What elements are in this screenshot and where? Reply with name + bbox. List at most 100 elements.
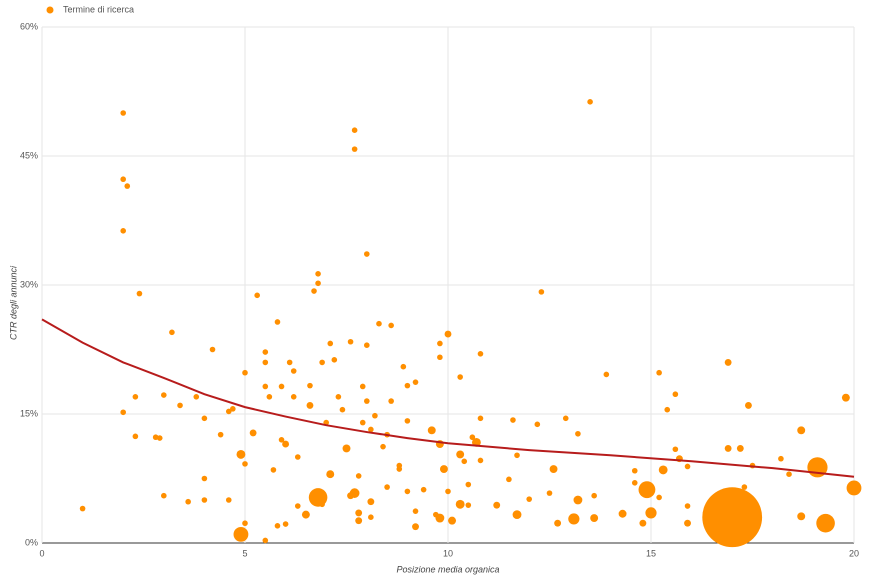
bubble xyxy=(319,501,325,508)
bubble xyxy=(201,475,208,482)
bubble xyxy=(568,513,580,525)
bubble xyxy=(457,374,463,380)
bubble xyxy=(538,289,545,295)
bubble xyxy=(307,382,313,389)
bubble xyxy=(254,292,260,299)
bubble xyxy=(448,516,457,525)
bubble xyxy=(282,521,289,527)
bubble xyxy=(437,354,443,361)
bubble xyxy=(359,419,366,426)
bubble xyxy=(355,517,363,525)
bubble xyxy=(290,368,297,374)
bubble xyxy=(120,409,126,416)
bubble xyxy=(266,394,273,400)
bubble xyxy=(355,473,362,479)
bubble xyxy=(120,176,126,183)
bubble xyxy=(270,467,277,473)
bubble xyxy=(349,488,360,498)
bubble xyxy=(404,488,411,495)
bubble xyxy=(262,383,269,390)
bubble xyxy=(177,402,183,409)
x-tick-label: 15 xyxy=(646,548,656,558)
bubble xyxy=(603,371,610,378)
bubble xyxy=(161,492,167,499)
bubble xyxy=(368,426,374,433)
bubble xyxy=(465,481,472,488)
legend-marker xyxy=(46,6,54,14)
bubble xyxy=(124,183,131,189)
bubble xyxy=(645,507,657,519)
bubble xyxy=(217,431,224,438)
bubble xyxy=(684,463,691,470)
bubble xyxy=(274,523,281,529)
bubble xyxy=(435,513,445,523)
bubble xyxy=(347,338,354,345)
bubble xyxy=(169,329,175,336)
y-tick-label: 60% xyxy=(20,21,38,31)
bubble xyxy=(319,359,325,366)
bubble xyxy=(797,512,806,521)
bubble xyxy=(554,519,562,527)
bubble xyxy=(412,523,419,531)
bubble xyxy=(327,340,334,347)
bubble xyxy=(242,369,248,376)
y-tick-label: 45% xyxy=(20,150,38,160)
trendline xyxy=(41,318,855,478)
bubble xyxy=(412,379,419,385)
x-tick-label: 5 xyxy=(242,548,247,558)
bubble xyxy=(631,480,638,486)
bubble xyxy=(161,392,167,398)
x-tick-label: 0 xyxy=(39,548,44,558)
bubble xyxy=(396,466,403,472)
bubble xyxy=(294,454,301,460)
bubble xyxy=(262,349,269,355)
bubble xyxy=(546,490,553,496)
bubble xyxy=(262,359,269,366)
bubble xyxy=(639,519,647,527)
bubble xyxy=(427,426,436,435)
bubble xyxy=(575,430,581,437)
bubble xyxy=(506,476,512,483)
bubble xyxy=(618,509,627,518)
bubble xyxy=(412,508,419,514)
bubble xyxy=(315,271,321,277)
bubble xyxy=(290,394,297,400)
bubble xyxy=(664,406,671,413)
bubble xyxy=(301,510,310,519)
bubble xyxy=(201,497,208,503)
bubble xyxy=(631,467,638,474)
bubble xyxy=(380,443,386,450)
bubble xyxy=(185,498,191,505)
bubble xyxy=(656,369,662,376)
bubble xyxy=(372,412,378,419)
bubble xyxy=(534,421,541,428)
bubble xyxy=(355,509,363,517)
bubble xyxy=(477,457,484,464)
bubble xyxy=(230,406,236,412)
bubble xyxy=(400,363,407,370)
bubble xyxy=(493,501,501,509)
bubble xyxy=(388,398,394,404)
bubble xyxy=(120,110,126,116)
bubble xyxy=(469,434,476,441)
bubble xyxy=(242,461,248,467)
bubble xyxy=(364,398,370,404)
bubble xyxy=(156,435,163,441)
bubble xyxy=(549,465,558,473)
bubble xyxy=(278,437,285,443)
bubble xyxy=(132,433,139,440)
bubble xyxy=(638,481,656,499)
bubble xyxy=(477,351,484,357)
bubble xyxy=(225,408,232,415)
bubble xyxy=(339,406,346,413)
bubble xyxy=(274,319,281,325)
bubble xyxy=(741,484,748,490)
bubble xyxy=(335,394,342,400)
bubble xyxy=(236,449,246,459)
bubble xyxy=(573,495,583,505)
bubble xyxy=(249,429,257,437)
bubble xyxy=(778,455,784,462)
bubble xyxy=(445,488,451,495)
bubble xyxy=(512,510,522,520)
